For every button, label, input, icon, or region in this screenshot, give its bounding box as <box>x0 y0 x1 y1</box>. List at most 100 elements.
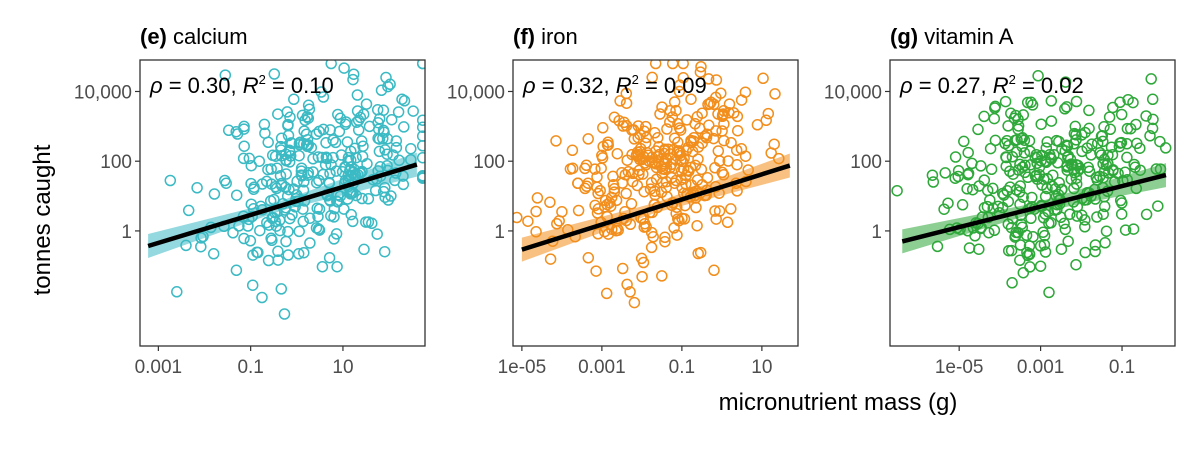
data-point <box>721 216 734 229</box>
data-point <box>230 125 242 138</box>
data-point <box>1023 240 1036 252</box>
data-point <box>355 135 368 147</box>
data-point <box>416 140 425 152</box>
data-point <box>407 105 419 117</box>
data-point <box>620 187 632 200</box>
data-point <box>1062 235 1074 247</box>
data-point <box>346 215 359 228</box>
data-point <box>344 163 356 176</box>
data-point <box>1034 260 1047 272</box>
data-point <box>298 176 310 188</box>
data-point <box>1002 120 1014 132</box>
data-point <box>716 125 728 137</box>
stat-rho-value: = 0.30, <box>163 73 243 98</box>
data-point <box>358 243 370 256</box>
data-point <box>637 150 650 163</box>
data-point <box>670 104 682 117</box>
data-point <box>1032 70 1044 82</box>
data-point <box>710 91 722 104</box>
data-point <box>1127 223 1140 235</box>
scatter-points <box>891 70 1172 299</box>
data-point <box>362 193 375 205</box>
data-point <box>301 110 313 123</box>
data-point <box>1006 151 1019 163</box>
data-point <box>1051 157 1064 169</box>
data-point <box>1018 134 1031 146</box>
trend-line <box>901 172 1167 244</box>
data-point <box>416 121 425 134</box>
data-point <box>1045 217 1057 229</box>
data-point <box>611 147 624 160</box>
data-point <box>891 184 903 197</box>
data-point <box>307 166 319 178</box>
data-point <box>1012 226 1024 239</box>
data-point <box>973 180 985 192</box>
data-point <box>1026 191 1038 204</box>
data-point <box>1050 134 1063 147</box>
stat-r2-exponent: 2 <box>259 72 266 87</box>
data-point <box>725 203 737 215</box>
data-point <box>373 145 386 158</box>
data-point <box>958 135 970 148</box>
data-point <box>310 222 323 234</box>
data-point <box>594 184 606 197</box>
data-point <box>325 158 337 171</box>
data-point <box>530 205 542 218</box>
data-point <box>696 137 708 149</box>
data-point <box>251 246 263 258</box>
data-point <box>646 71 658 84</box>
data-point <box>381 133 394 145</box>
data-point <box>1070 172 1083 184</box>
data-point <box>325 60 337 70</box>
data-point <box>1018 147 1031 159</box>
data-point <box>636 270 648 283</box>
panel-name: calcium <box>173 24 248 49</box>
data-point <box>1102 149 1114 161</box>
data-point <box>258 118 271 131</box>
data-point <box>648 185 661 197</box>
data-point <box>1060 101 1073 113</box>
data-point <box>710 125 722 137</box>
data-point <box>191 182 203 194</box>
data-point <box>288 93 300 106</box>
data-point <box>220 177 232 189</box>
x-tick-label: 0.1 <box>237 357 263 378</box>
data-point <box>246 279 259 291</box>
panel-tag: (e) <box>140 24 173 49</box>
data-point <box>640 120 652 133</box>
data-point <box>564 163 577 175</box>
data-point <box>591 171 603 183</box>
data-point <box>1083 165 1096 177</box>
data-point <box>1038 229 1051 242</box>
data-point <box>298 125 310 137</box>
data-point <box>1096 129 1109 142</box>
data-point <box>1147 113 1159 126</box>
data-point <box>416 60 425 70</box>
data-point <box>1097 208 1109 220</box>
data-point <box>303 103 316 115</box>
panel-name: vitamin A <box>924 24 1014 49</box>
data-point <box>694 66 707 78</box>
data-point <box>650 145 662 157</box>
data-point <box>927 176 940 188</box>
data-point <box>275 144 287 156</box>
data-point <box>302 112 315 124</box>
panel-tag: (g) <box>890 24 924 49</box>
y-tick-label: 1 <box>121 222 132 243</box>
data-point <box>1130 118 1142 131</box>
data-point <box>282 225 294 238</box>
data-point <box>677 60 689 70</box>
data-point <box>1122 93 1134 106</box>
data-point <box>379 144 391 156</box>
data-point <box>597 140 609 153</box>
data-point <box>347 73 359 86</box>
stat-r2-value: = 0.02 <box>1016 73 1084 98</box>
data-point <box>380 71 392 84</box>
data-point <box>269 180 282 193</box>
data-point <box>354 111 367 124</box>
data-point <box>942 197 954 209</box>
stat-label: ρ = 0.27, R2 = 0.02 <box>899 72 1084 98</box>
data-point <box>981 184 994 197</box>
data-point <box>956 199 969 211</box>
data-point <box>685 93 697 105</box>
